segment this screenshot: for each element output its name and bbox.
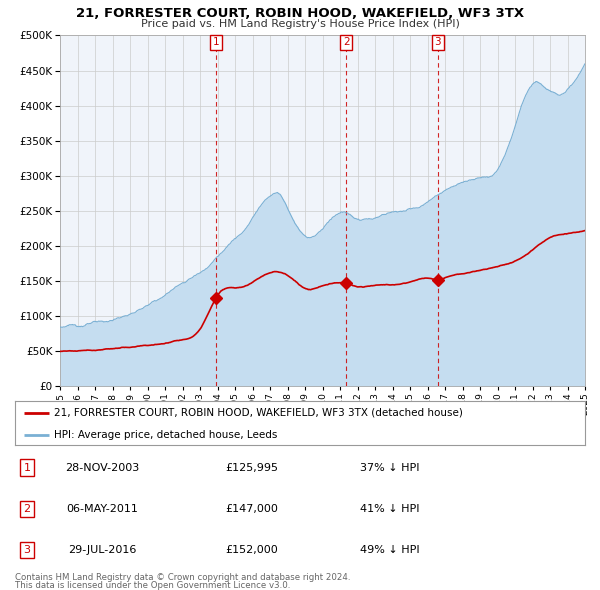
Text: £152,000: £152,000: [226, 545, 278, 555]
Text: 06-MAY-2011: 06-MAY-2011: [66, 504, 138, 514]
Text: £125,995: £125,995: [226, 463, 278, 473]
Text: 21, FORRESTER COURT, ROBIN HOOD, WAKEFIELD, WF3 3TX (detached house): 21, FORRESTER COURT, ROBIN HOOD, WAKEFIE…: [54, 408, 463, 418]
Text: 49% ↓ HPI: 49% ↓ HPI: [360, 545, 420, 555]
Text: 3: 3: [434, 37, 441, 47]
Text: 29-JUL-2016: 29-JUL-2016: [68, 545, 136, 555]
Text: HPI: Average price, detached house, Leeds: HPI: Average price, detached house, Leed…: [54, 430, 277, 440]
Text: 1: 1: [23, 463, 31, 473]
Text: 41% ↓ HPI: 41% ↓ HPI: [360, 504, 420, 514]
Text: 21, FORRESTER COURT, ROBIN HOOD, WAKEFIELD, WF3 3TX: 21, FORRESTER COURT, ROBIN HOOD, WAKEFIE…: [76, 7, 524, 20]
Text: 37% ↓ HPI: 37% ↓ HPI: [360, 463, 420, 473]
Text: 1: 1: [212, 37, 219, 47]
Text: This data is licensed under the Open Government Licence v3.0.: This data is licensed under the Open Gov…: [15, 581, 290, 590]
Text: Contains HM Land Registry data © Crown copyright and database right 2024.: Contains HM Land Registry data © Crown c…: [15, 572, 350, 582]
Text: £147,000: £147,000: [226, 504, 278, 514]
Text: 28-NOV-2003: 28-NOV-2003: [65, 463, 139, 473]
Text: 2: 2: [343, 37, 349, 47]
Text: 3: 3: [23, 545, 31, 555]
Text: 2: 2: [23, 504, 31, 514]
Text: Price paid vs. HM Land Registry's House Price Index (HPI): Price paid vs. HM Land Registry's House …: [140, 19, 460, 29]
